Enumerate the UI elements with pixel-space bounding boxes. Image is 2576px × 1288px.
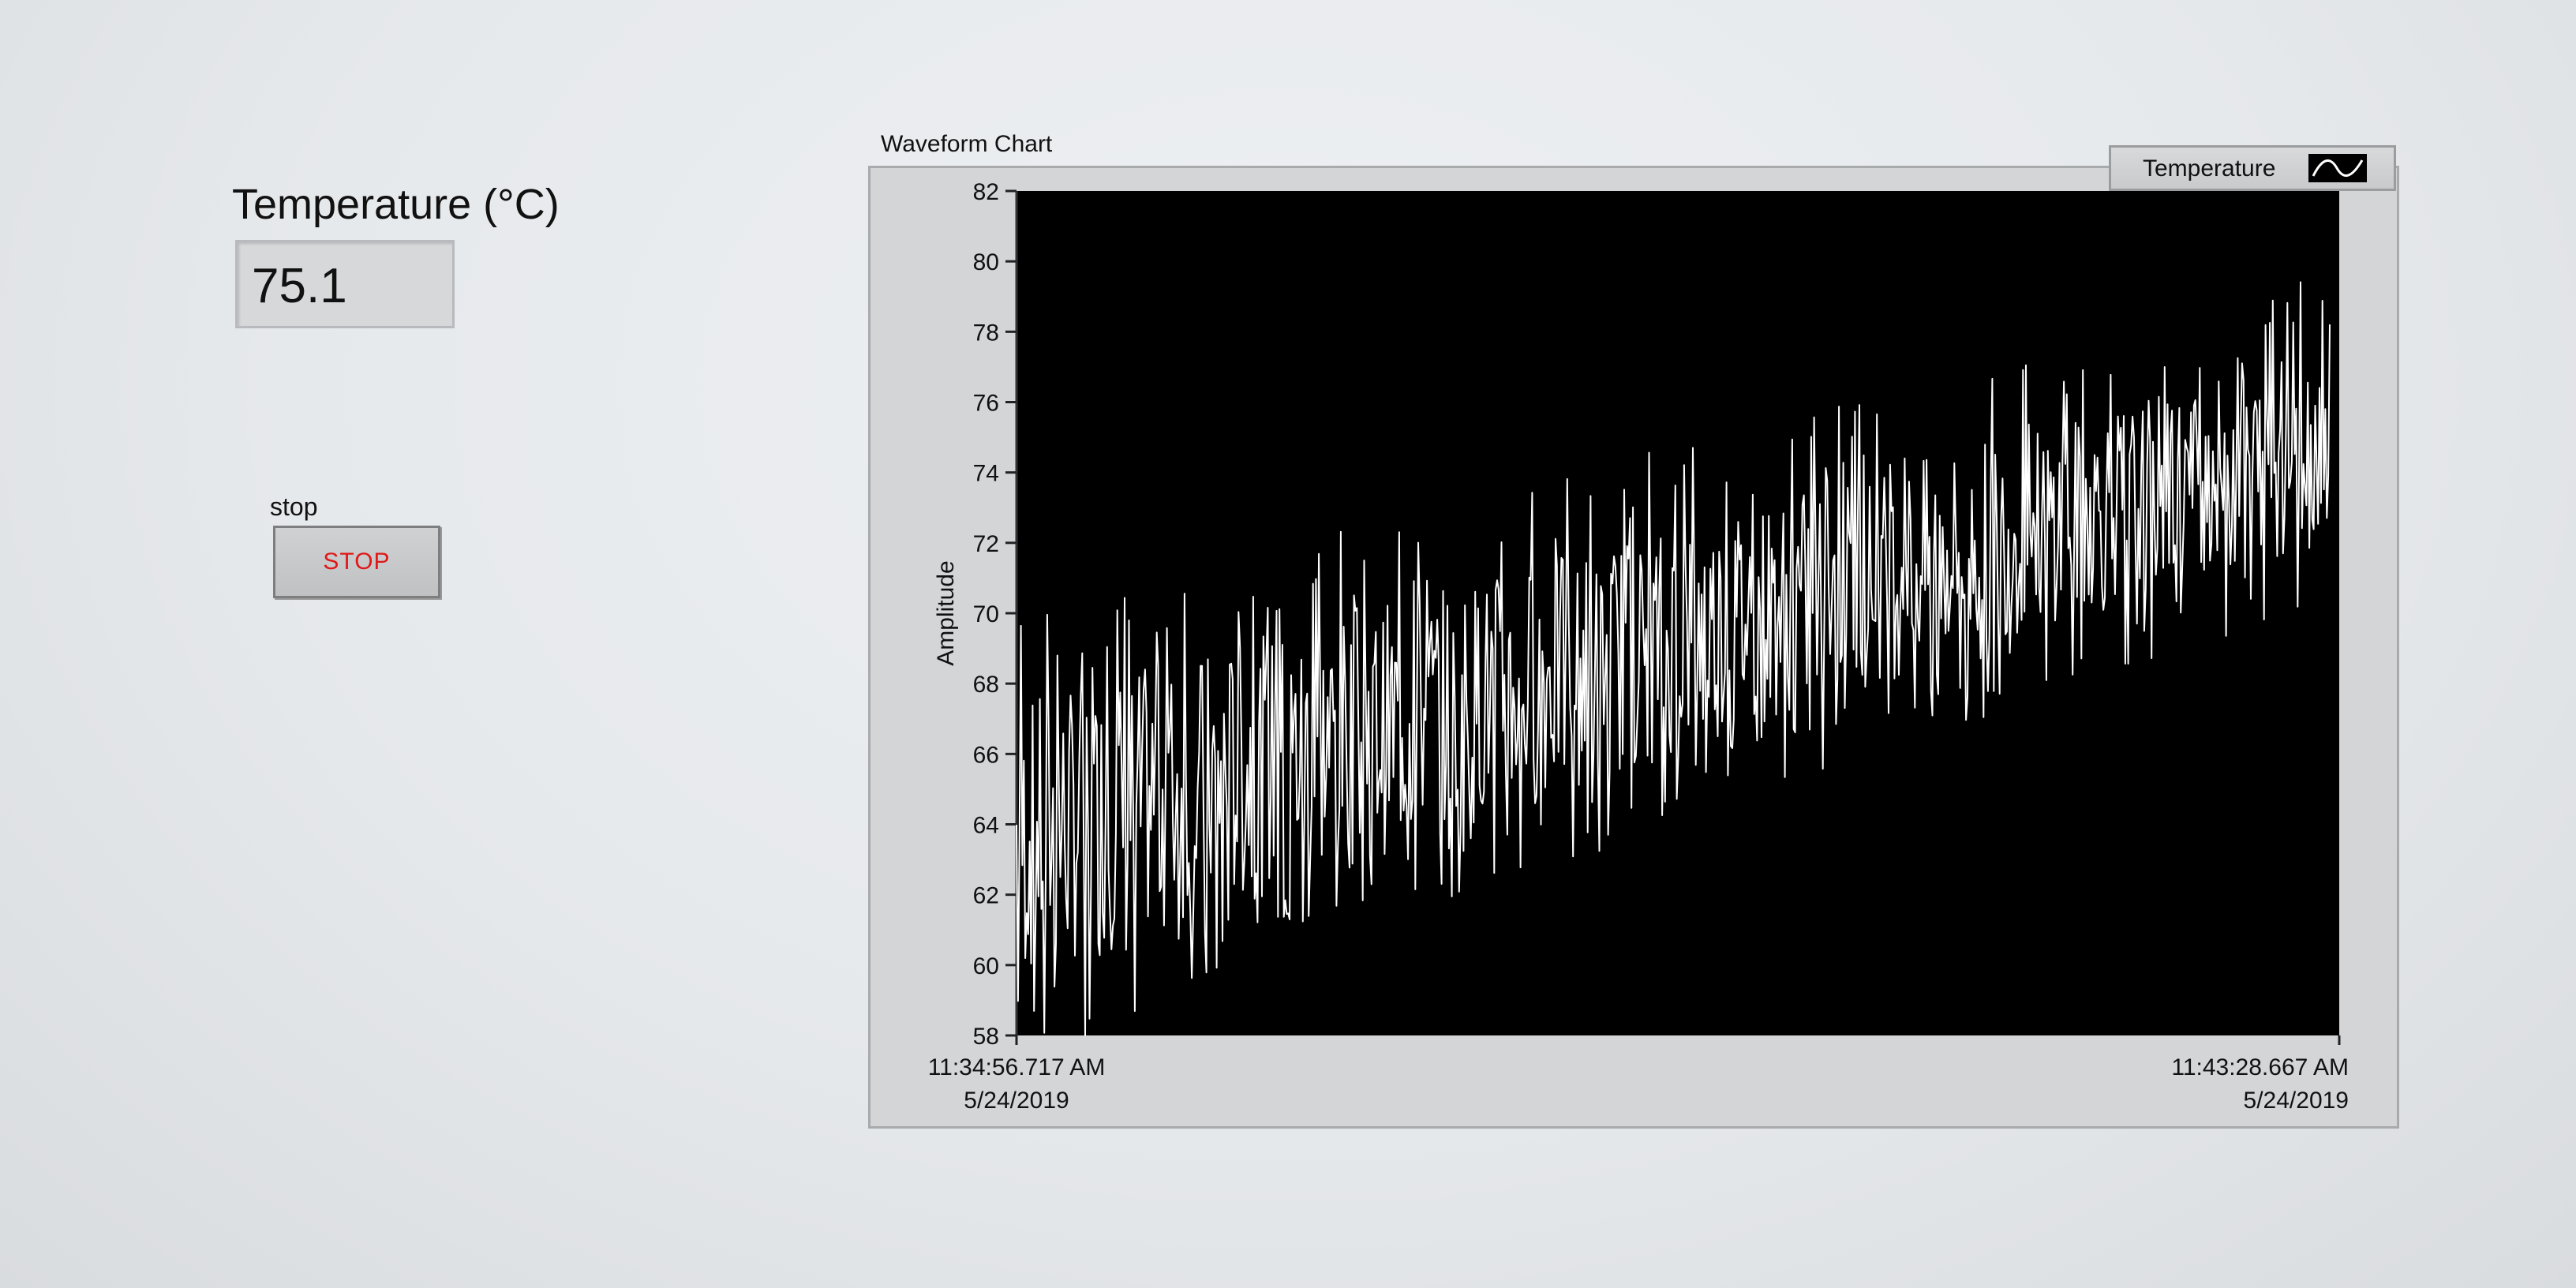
chart-legend[interactable]: Temperature xyxy=(2109,145,2396,191)
stop-label: stop xyxy=(270,492,318,521)
stop-button[interactable]: STOP xyxy=(273,526,440,598)
y-tick-label: 70 xyxy=(973,601,999,627)
y-tick-label: 64 xyxy=(973,813,999,839)
temperature-value: 75.1 xyxy=(252,259,347,313)
legend-label-temperature: Temperature xyxy=(2143,155,2276,182)
y-tick-label: 62 xyxy=(973,883,999,909)
y-tick-label: 58 xyxy=(973,1024,999,1050)
y-tick-label: 74 xyxy=(973,461,999,487)
y-tick-label: 60 xyxy=(973,953,999,979)
y-axis-label: Amplitude xyxy=(933,560,959,665)
x-tick-label-date: 5/24/2019 xyxy=(2244,1088,2349,1114)
x-tick-label-time: 11:34:56.717 AM xyxy=(928,1054,1106,1080)
line-plot-icon[interactable] xyxy=(2308,154,2367,182)
stop-button-text: STOP xyxy=(323,549,391,575)
y-tick-label: 80 xyxy=(973,249,999,275)
x-tick-label-date: 5/24/2019 xyxy=(964,1088,1069,1114)
y-tick-label: 78 xyxy=(973,320,999,346)
plot-area xyxy=(1017,191,2339,1035)
temperature-label: Temperature (°C) xyxy=(232,181,560,228)
y-tick-label: 76 xyxy=(973,391,999,417)
y-tick-label: 68 xyxy=(973,672,999,698)
chart-title: Waveform Chart xyxy=(881,131,1053,157)
temperature-series-line xyxy=(1016,281,2331,1036)
y-tick-label: 66 xyxy=(973,742,999,768)
y-tick-label: 72 xyxy=(973,531,999,557)
x-tick-label-time: 11:43:28.667 AM xyxy=(2171,1054,2349,1080)
temperature-indicator: 75.1 xyxy=(235,240,455,328)
y-tick-label: 82 xyxy=(973,179,999,205)
